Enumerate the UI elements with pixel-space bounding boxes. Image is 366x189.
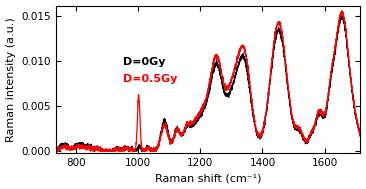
X-axis label: Raman shift (cm⁻¹): Raman shift (cm⁻¹) [155, 174, 261, 184]
Text: D=0.5Gy: D=0.5Gy [123, 74, 177, 84]
Y-axis label: Raman intensity (a.u.): Raman intensity (a.u.) [5, 17, 16, 142]
Text: D=0Gy: D=0Gy [123, 57, 165, 67]
